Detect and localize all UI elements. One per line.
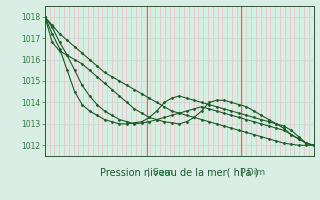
X-axis label: Pression niveau de la mer( hPa ): Pression niveau de la mer( hPa ) bbox=[100, 167, 258, 177]
Text: | Dim: | Dim bbox=[241, 168, 265, 177]
Text: | Sam: | Sam bbox=[147, 168, 173, 177]
